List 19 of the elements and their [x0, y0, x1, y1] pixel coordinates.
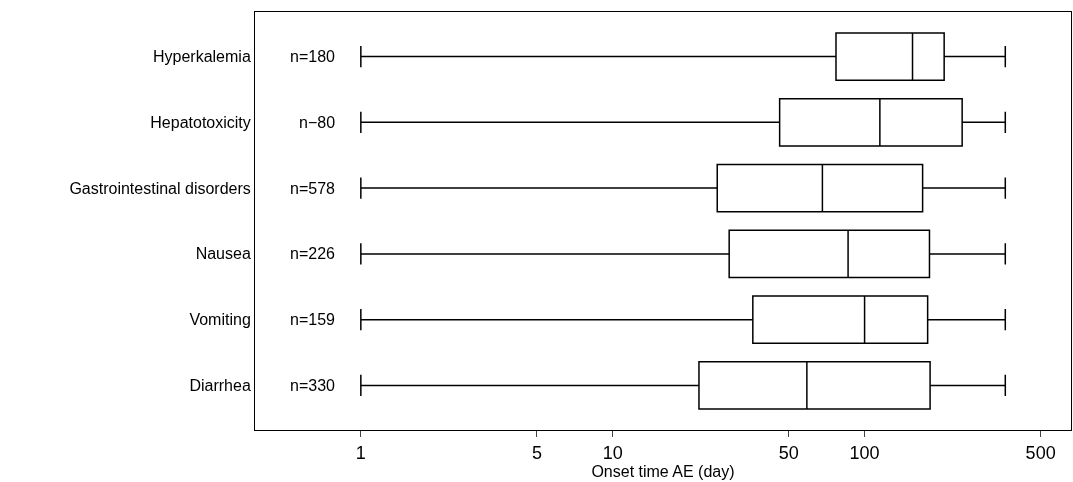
y-tick-label: Vomiting: [189, 311, 251, 329]
annotation: n=226: [290, 245, 336, 262]
annotation: n=180: [290, 48, 336, 65]
x-tick-label: 100: [849, 442, 880, 463]
x-tick-label: 1: [355, 442, 366, 463]
annotation: n=578: [290, 180, 336, 197]
annotation: n=159: [290, 311, 336, 328]
y-tick-label: Gastrointestinal disorders: [69, 179, 251, 197]
y-tick-label: Nausea: [195, 245, 251, 263]
annotation: n−80: [299, 114, 336, 131]
x-tick-label: 5: [531, 442, 542, 463]
x-tick-label: 50: [778, 442, 799, 463]
x-tick-label: 500: [1025, 442, 1056, 463]
annotation: n=330: [290, 377, 336, 394]
x-tick-label: 10: [602, 442, 623, 463]
y-tick-label: Hepatotoxicity: [150, 113, 251, 131]
y-tick-label: Diarrhea: [189, 377, 251, 395]
x-axis-title: Onset time AE (day): [591, 463, 735, 481]
y-tick-label: Hyperkalemia: [152, 48, 251, 66]
